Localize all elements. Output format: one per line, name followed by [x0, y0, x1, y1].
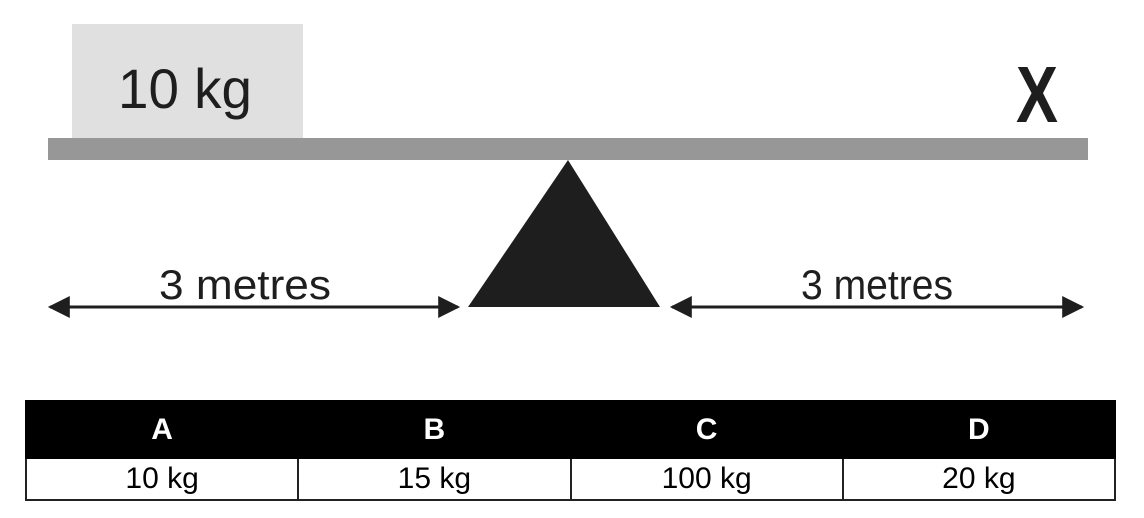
- mass-box: [72, 24, 303, 138]
- option-header-b: B: [297, 400, 572, 459]
- answer-options-table: A B C D 10 kg 15 kg 100 kg 20 kg: [24, 400, 1117, 501]
- option-header-d: D: [841, 400, 1117, 459]
- option-value-d: 20 kg: [841, 457, 1117, 501]
- unknown-mass-label: X: [1016, 50, 1058, 139]
- option-value-c: 100 kg: [569, 457, 844, 501]
- options-header-row: A B C D: [24, 400, 1117, 459]
- lever-diagram: 10 kg X 3 metres 3 metres: [47, 24, 1088, 318]
- option-header-c: C: [569, 400, 844, 459]
- option-value-a: 10 kg: [24, 457, 300, 501]
- option-value-b: 15 kg: [297, 457, 572, 501]
- options-value-row: 10 kg 15 kg 100 kg 20 kg: [24, 457, 1117, 501]
- right-distance-label: 3 metres: [801, 261, 953, 308]
- fulcrum-triangle: [468, 160, 660, 307]
- option-header-a: A: [24, 400, 300, 459]
- left-distance-label: 3 metres: [159, 261, 331, 308]
- mass-label: 10 kg: [118, 57, 252, 120]
- beam: [48, 138, 1088, 160]
